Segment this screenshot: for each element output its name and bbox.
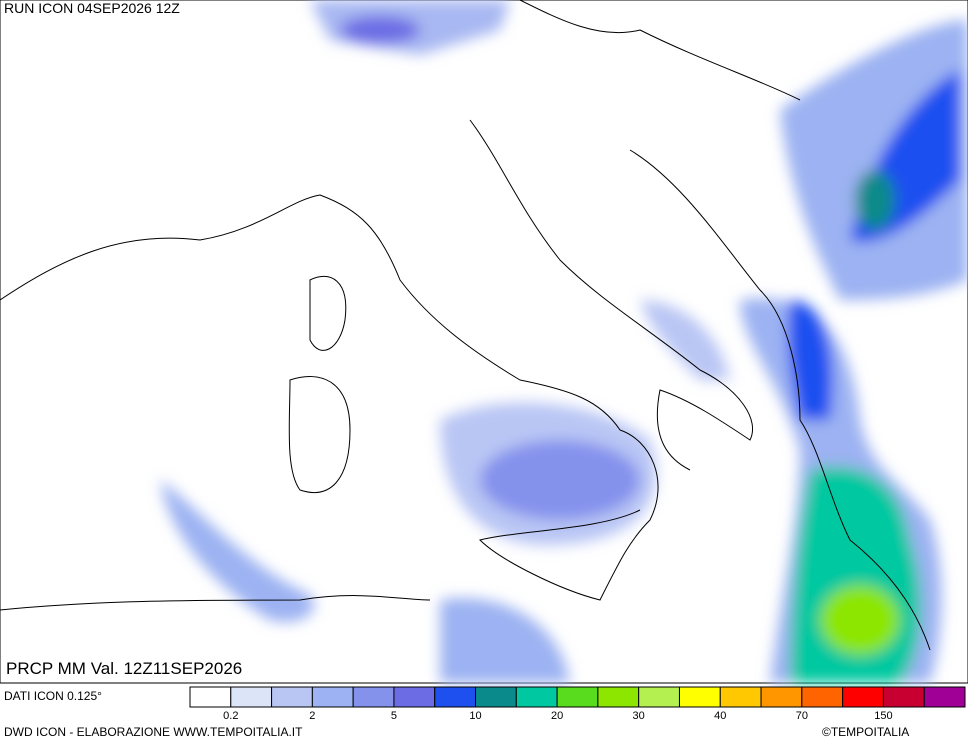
legend-swatch <box>556 686 599 708</box>
map: RUN ICON 04SEP2026 12Z PRCP MM Val. 12Z1… <box>0 0 968 684</box>
legend-swatch <box>230 686 273 708</box>
legend-tick-label: 2 <box>309 710 315 722</box>
legend-tick-label: 5 <box>391 710 397 722</box>
legend-swatch <box>923 686 966 708</box>
map-caption: PRCP MM Val. 12Z11SEP2026 <box>6 659 242 678</box>
footer-left: DWD ICON - ELABORAZIONE WWW.TEMPOITALIA.… <box>4 725 303 739</box>
run-title: RUN ICON 04SEP2026 12Z <box>4 0 180 16</box>
precip-field <box>160 0 968 683</box>
legend-swatch <box>638 686 680 708</box>
legend-swatch <box>475 686 517 708</box>
legend-swatch <box>760 686 803 708</box>
legend-swatch <box>842 686 884 708</box>
legend-swatch <box>434 686 477 708</box>
legend-swatch <box>189 686 232 708</box>
legend-tick-label: 30 <box>633 710 645 722</box>
footer-right: ©TEMPOITALIA <box>822 725 909 739</box>
legend-swatch <box>515 686 558 708</box>
legend-swatch <box>597 686 640 708</box>
legend-tick-label: 0.2 <box>223 710 238 722</box>
legend-tick-label: 150 <box>874 710 892 722</box>
source-label: DATI ICON 0.125° <box>4 689 102 703</box>
legend-swatch <box>393 686 436 708</box>
legend-swatch <box>352 686 395 708</box>
legend: 0.2 2 5 10 20 30 40 70 150 <box>189 686 966 722</box>
legend-tick-label: 10 <box>469 710 481 722</box>
legend-swatch <box>271 686 313 708</box>
legend-swatch <box>678 686 721 708</box>
legend-swatch <box>801 686 844 708</box>
legend-swatch <box>882 686 925 708</box>
coastlines <box>0 0 931 651</box>
legend-tick-label: 70 <box>796 710 808 722</box>
legend-tick-label: 20 <box>551 710 563 722</box>
legend-swatch <box>311 686 354 708</box>
legend-swatch <box>719 686 762 708</box>
legend-tick-label: 40 <box>714 710 726 722</box>
